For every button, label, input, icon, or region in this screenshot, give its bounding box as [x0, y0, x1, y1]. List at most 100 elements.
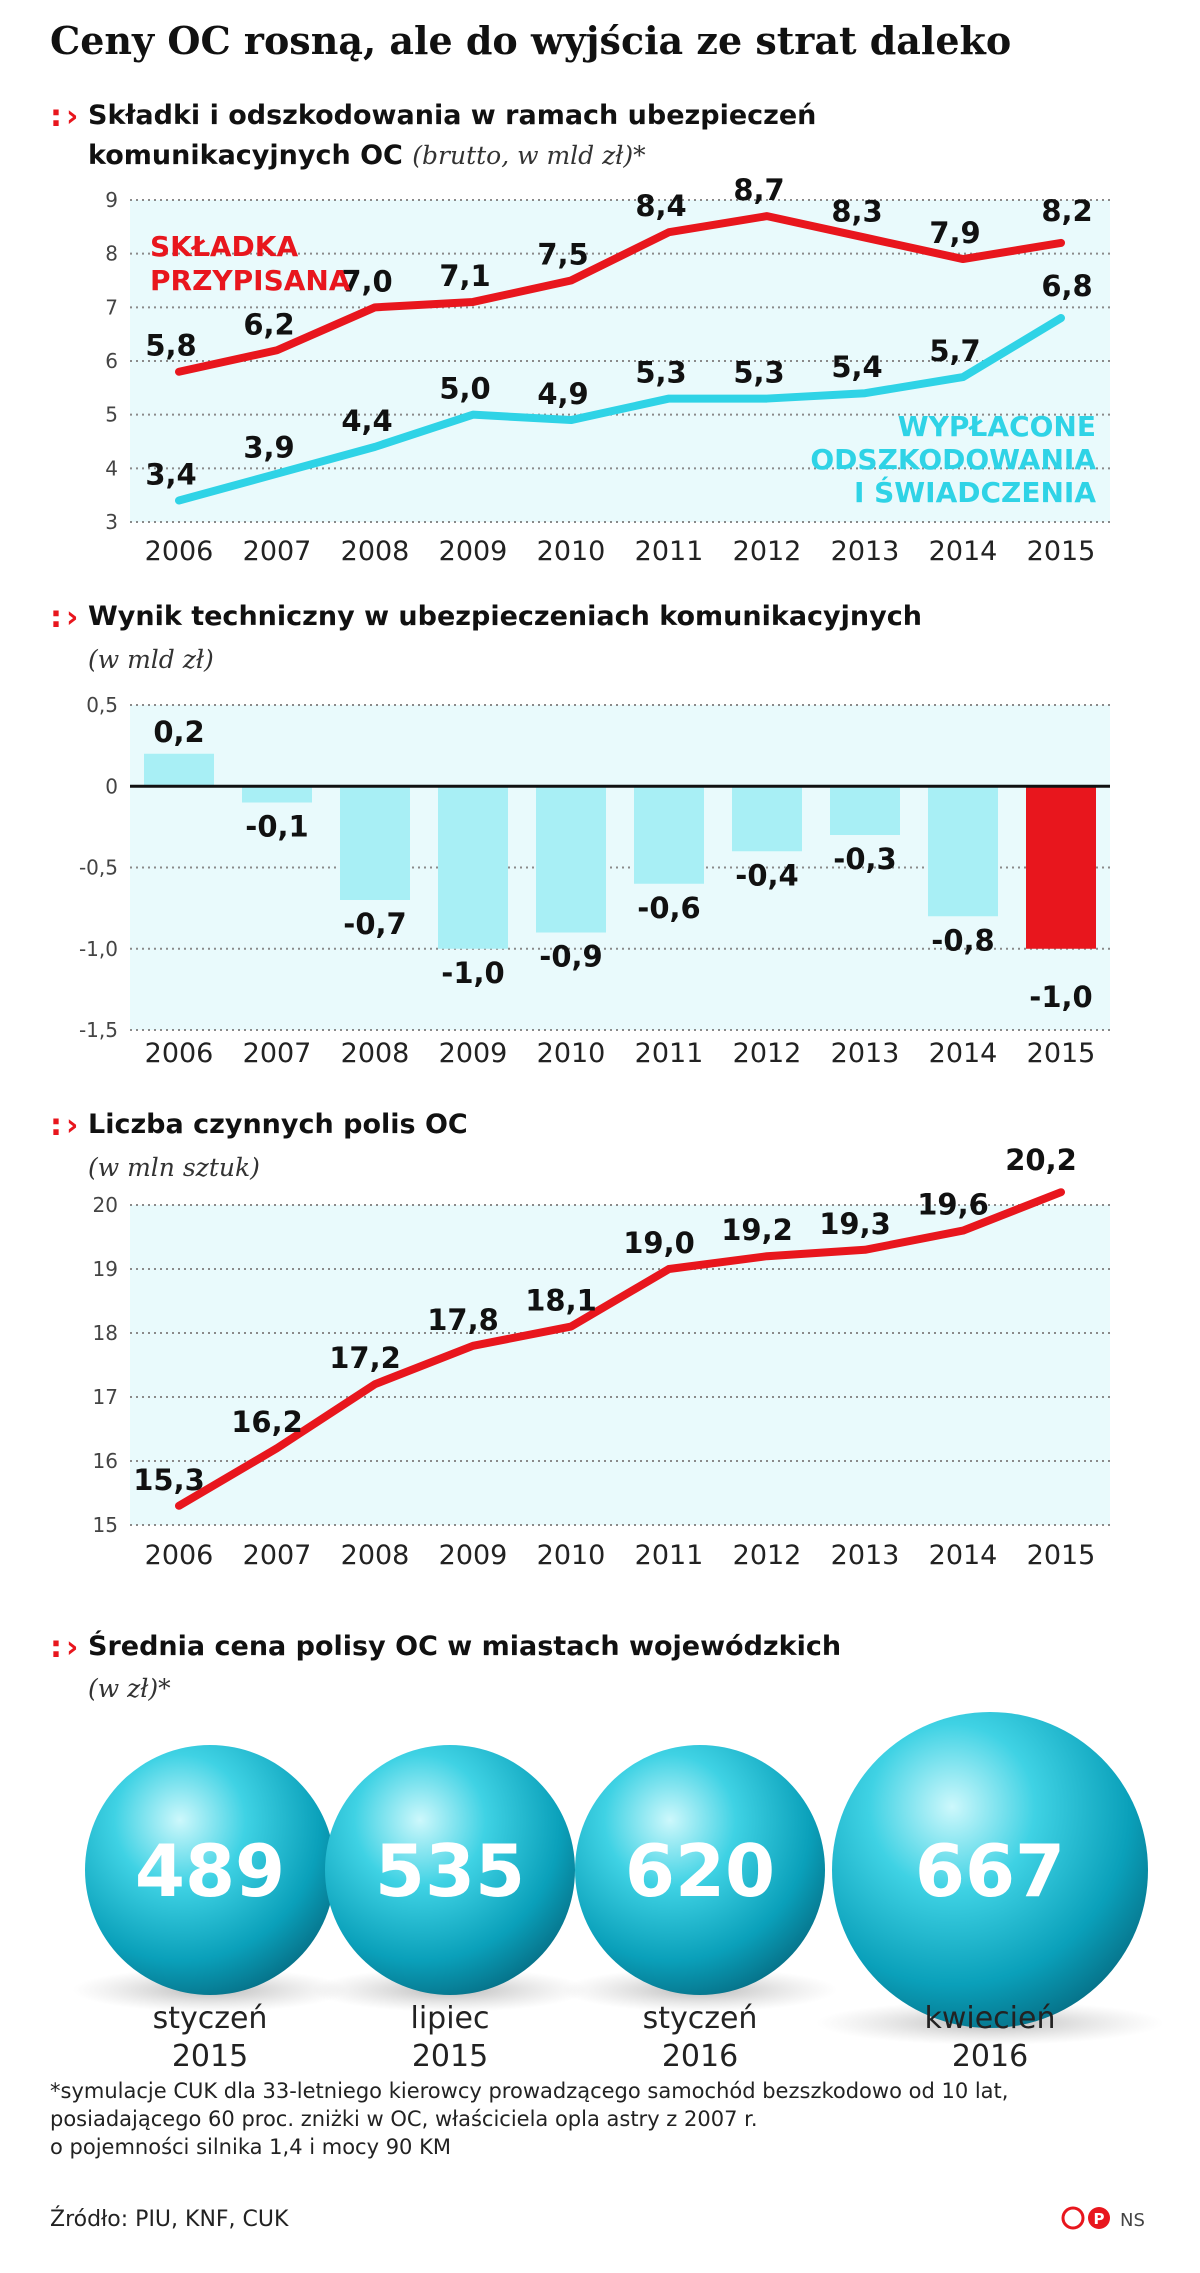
bar [144, 753, 214, 787]
price-bubble [832, 1712, 1148, 2028]
data-label: 8,7 [733, 173, 784, 207]
x-tick-label: 2009 [439, 536, 508, 567]
y-tick-label: 0 [105, 774, 118, 798]
bar [928, 786, 998, 917]
period-year: 2016 [662, 2039, 738, 2074]
svg-text:P: P [1094, 2210, 1105, 2228]
data-label: 3,9 [243, 431, 294, 465]
chart2-title: Wynik techniczny w ubezpieczeniach komun… [88, 601, 922, 632]
data-label: -0,9 [539, 940, 602, 974]
period-month: styczeń [153, 2001, 268, 2036]
data-label: 4,9 [537, 377, 588, 411]
data-label: 8,2 [1041, 194, 1092, 228]
x-tick-label: 2013 [831, 1540, 900, 1571]
x-tick-label: 2008 [341, 536, 410, 567]
x-tick-label: 2013 [831, 536, 900, 567]
y-tick-label: 17 [93, 1385, 118, 1409]
y-tick-label: 7 [105, 295, 118, 319]
data-label: 19,3 [819, 1207, 891, 1241]
y-tick-label: 6 [105, 349, 118, 373]
x-tick-label: 2015 [1027, 1540, 1096, 1571]
x-tick-label: 2014 [929, 1038, 998, 1069]
x-tick-label: 2007 [243, 1540, 312, 1571]
section-marker-icon: › [66, 1108, 78, 1143]
y-tick-label: -0,5 [79, 856, 118, 880]
data-label: 6,2 [243, 307, 294, 341]
y-tick-label: 5 [105, 403, 118, 427]
chart1-title-line2: komunikacyjnych OC (brutto, w mld zł)* [88, 140, 646, 171]
x-tick-label: 2014 [929, 1540, 998, 1571]
x-tick-label: 2011 [635, 536, 704, 567]
data-label: 17,8 [427, 1303, 499, 1337]
plot-background [130, 1205, 1110, 1525]
period-year: 2016 [952, 2039, 1028, 2074]
x-tick-label: 2010 [537, 1038, 606, 1069]
bar [536, 786, 606, 933]
period-month: kwiecień [924, 2001, 1055, 2036]
series-line-policies [175, 1188, 1065, 1510]
x-tick-label: 2013 [831, 1038, 900, 1069]
x-tick-label: 2012 [733, 1540, 802, 1571]
x-tick-label: 2006 [145, 1540, 214, 1571]
section-marker-icon: : [50, 600, 62, 635]
period-month: lipiec [411, 2001, 490, 2036]
bar [732, 786, 802, 852]
section-marker-icon: : [50, 1108, 62, 1143]
y-tick-label: 4 [105, 456, 118, 480]
data-label: 3,4 [145, 458, 196, 492]
y-tick-label: 19 [93, 1257, 118, 1281]
chart-technical-result: : › Wynik techniczny w ubezpieczeniach k… [50, 600, 1110, 1069]
bar [830, 786, 900, 835]
data-label: 7,1 [439, 259, 490, 293]
x-tick-label: 2007 [243, 1038, 312, 1069]
data-label: 19,6 [917, 1188, 989, 1222]
x-tick-label: 2014 [929, 536, 998, 567]
x-tick-label: 2011 [635, 1038, 704, 1069]
data-label: 20,2 [1005, 1143, 1077, 1177]
x-tick-label: 2015 [1027, 536, 1096, 567]
bar [438, 786, 508, 949]
source-text: Źródło: PIU, KNF, CUK [50, 2206, 289, 2232]
legend-premium-line1: SKŁADKA [150, 230, 298, 263]
x-tick-label: 2012 [733, 536, 802, 567]
series-line-claims [175, 314, 1065, 505]
data-label: 7,5 [537, 238, 588, 272]
data-label: -0,3 [833, 842, 896, 876]
data-label: 18,1 [525, 1284, 597, 1318]
data-label: 5,3 [733, 356, 784, 390]
y-tick-label: 9 [105, 188, 118, 212]
data-label: -1,0 [1029, 980, 1092, 1014]
y-tick-label: 16 [93, 1449, 118, 1473]
period-month: styczeń [643, 2001, 758, 2036]
x-tick-label: 2009 [439, 1038, 508, 1069]
footnote-line-1: *symulacje CUK dla 33-letniego kierowcy … [50, 2079, 1008, 2103]
bar [242, 786, 312, 803]
series-line-premium [175, 212, 1065, 376]
data-label: 6,8 [1041, 269, 1092, 303]
data-label: 5,0 [439, 372, 490, 406]
data-label: -1,0 [441, 956, 504, 990]
data-label: -0,7 [343, 907, 406, 941]
data-label: 5,4 [831, 350, 882, 384]
data-label: 7,0 [341, 264, 392, 298]
x-tick-label: 2010 [537, 536, 606, 567]
x-tick-label: 2010 [537, 1540, 606, 1571]
data-label: 5,3 [635, 356, 686, 390]
data-label: 19,0 [623, 1226, 695, 1260]
data-label: -0,4 [735, 858, 798, 892]
bar [1026, 786, 1096, 949]
section-marker-icon: › [66, 99, 78, 134]
chart2-subtitle: (w mld zł) [88, 645, 214, 674]
data-label: 16,2 [231, 1405, 303, 1439]
data-label: 0,2 [153, 715, 204, 749]
page-title: Ceny OC rosną, ale do wyjścia ze strat d… [50, 18, 1011, 63]
y-tick-label: 8 [105, 242, 118, 266]
x-tick-label: 2006 [145, 536, 214, 567]
bar [340, 786, 410, 900]
data-label: 4,4 [341, 404, 392, 438]
chart3-subtitle: (w mln sztuk) [88, 1153, 260, 1182]
data-label: -0,8 [931, 923, 994, 957]
price-value: 667 [915, 1829, 1065, 1913]
y-tick-label: -1,0 [79, 937, 118, 961]
